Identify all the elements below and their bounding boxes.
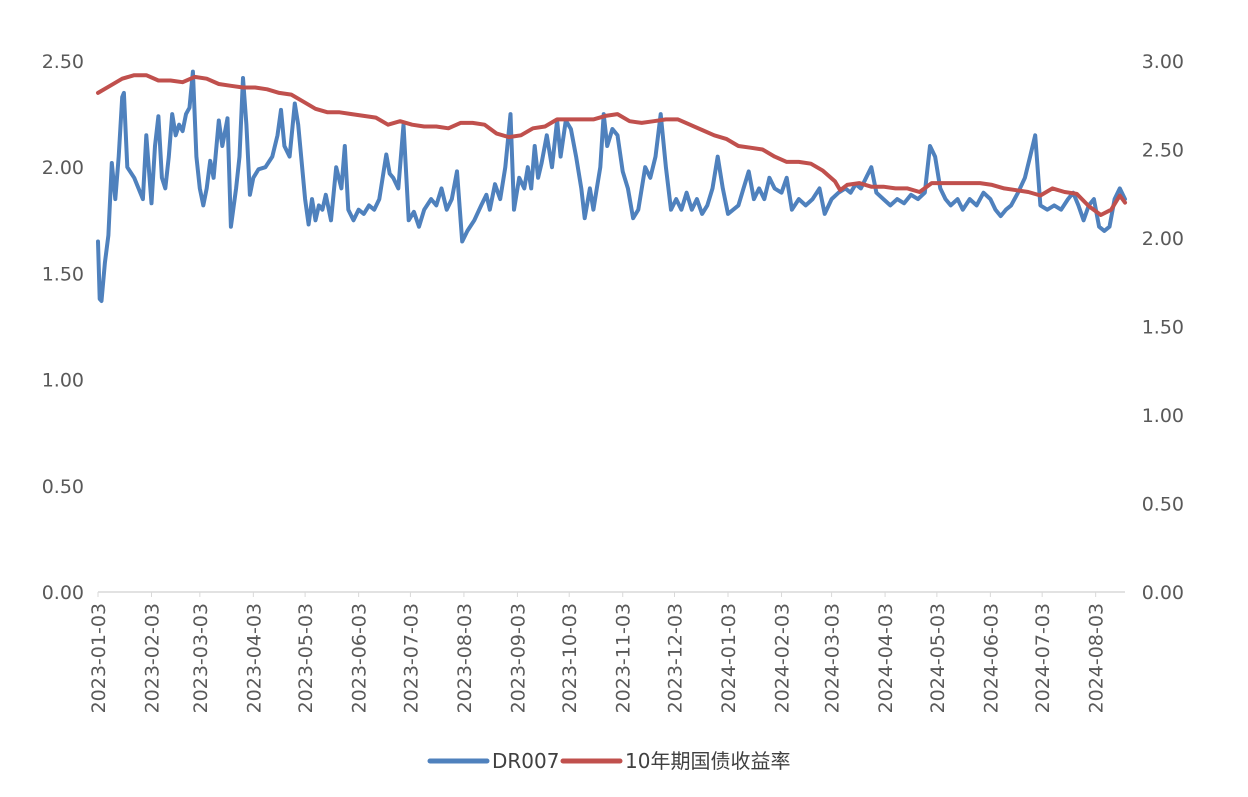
x-tick-label: 2024-03-03	[822, 603, 844, 713]
right-y-axis-ticks: 0.00 0.50 1.00 1.50 2.00 2.50 3.00	[1142, 51, 1184, 604]
left-y-axis-ticks: 0.00 0.50 1.00 1.50 2.00 2.50	[42, 51, 84, 604]
legend-label: 10年期国债收益率	[625, 749, 790, 773]
x-tick-label: 2023-05-03	[295, 603, 317, 713]
x-tick-label: 2023-11-03	[613, 603, 635, 713]
left-tick-label: 1.00	[42, 370, 84, 392]
series-layer	[96, 69, 1127, 303]
x-tick-label: 2023-09-03	[507, 603, 529, 713]
left-tick-label: 0.00	[42, 582, 84, 604]
x-tick-label: 2023-10-03	[559, 603, 581, 713]
x-tick-label: 2023-01-03	[88, 603, 110, 713]
right-tick-label: 2.50	[1142, 140, 1184, 162]
x-tick-label: 2024-07-03	[1032, 603, 1054, 713]
x-tick-label: 2024-02-03	[772, 603, 794, 713]
right-tick-label: 3.00	[1142, 51, 1184, 73]
x-tick-label: 2024-01-03	[718, 603, 740, 713]
x-tick-label: 2023-12-03	[665, 603, 687, 713]
right-tick-label: 0.50	[1142, 494, 1184, 516]
left-tick-label: 2.00	[42, 157, 84, 179]
x-tick-label: 2024-08-03	[1086, 603, 1108, 713]
x-tick-label: 2023-06-03	[349, 603, 371, 713]
x-tick-label: 2023-02-03	[142, 603, 164, 713]
x-tick-label: 2024-04-03	[875, 603, 897, 713]
x-tick-label: 2024-06-03	[980, 603, 1002, 713]
right-tick-label: 1.00	[1142, 405, 1184, 427]
series-line-dr007	[96, 69, 1127, 303]
series-line-bond-yield	[96, 73, 1127, 217]
left-tick-label: 1.50	[42, 263, 84, 285]
x-tick-label: 2024-05-03	[927, 603, 949, 713]
x-tick-label: 2023-03-03	[190, 603, 212, 713]
x-tick-label: 2023-04-03	[243, 603, 265, 713]
left-tick-label: 0.50	[42, 476, 84, 498]
right-tick-label: 2.00	[1142, 228, 1184, 250]
legend-label: DR007	[492, 749, 559, 773]
right-tick-label: 0.00	[1142, 582, 1184, 604]
left-tick-label: 2.50	[42, 51, 84, 73]
right-tick-label: 1.50	[1142, 317, 1184, 339]
x-tick-label: 2023-08-03	[454, 603, 476, 713]
x-tick-label: 2023-07-03	[400, 603, 422, 713]
x-axis-ticks: 2023-01-03 2023-02-03 2023-03-03 2023-04-03…	[88, 592, 1108, 713]
legend: DR007 10年期国债收益率	[427, 749, 790, 773]
